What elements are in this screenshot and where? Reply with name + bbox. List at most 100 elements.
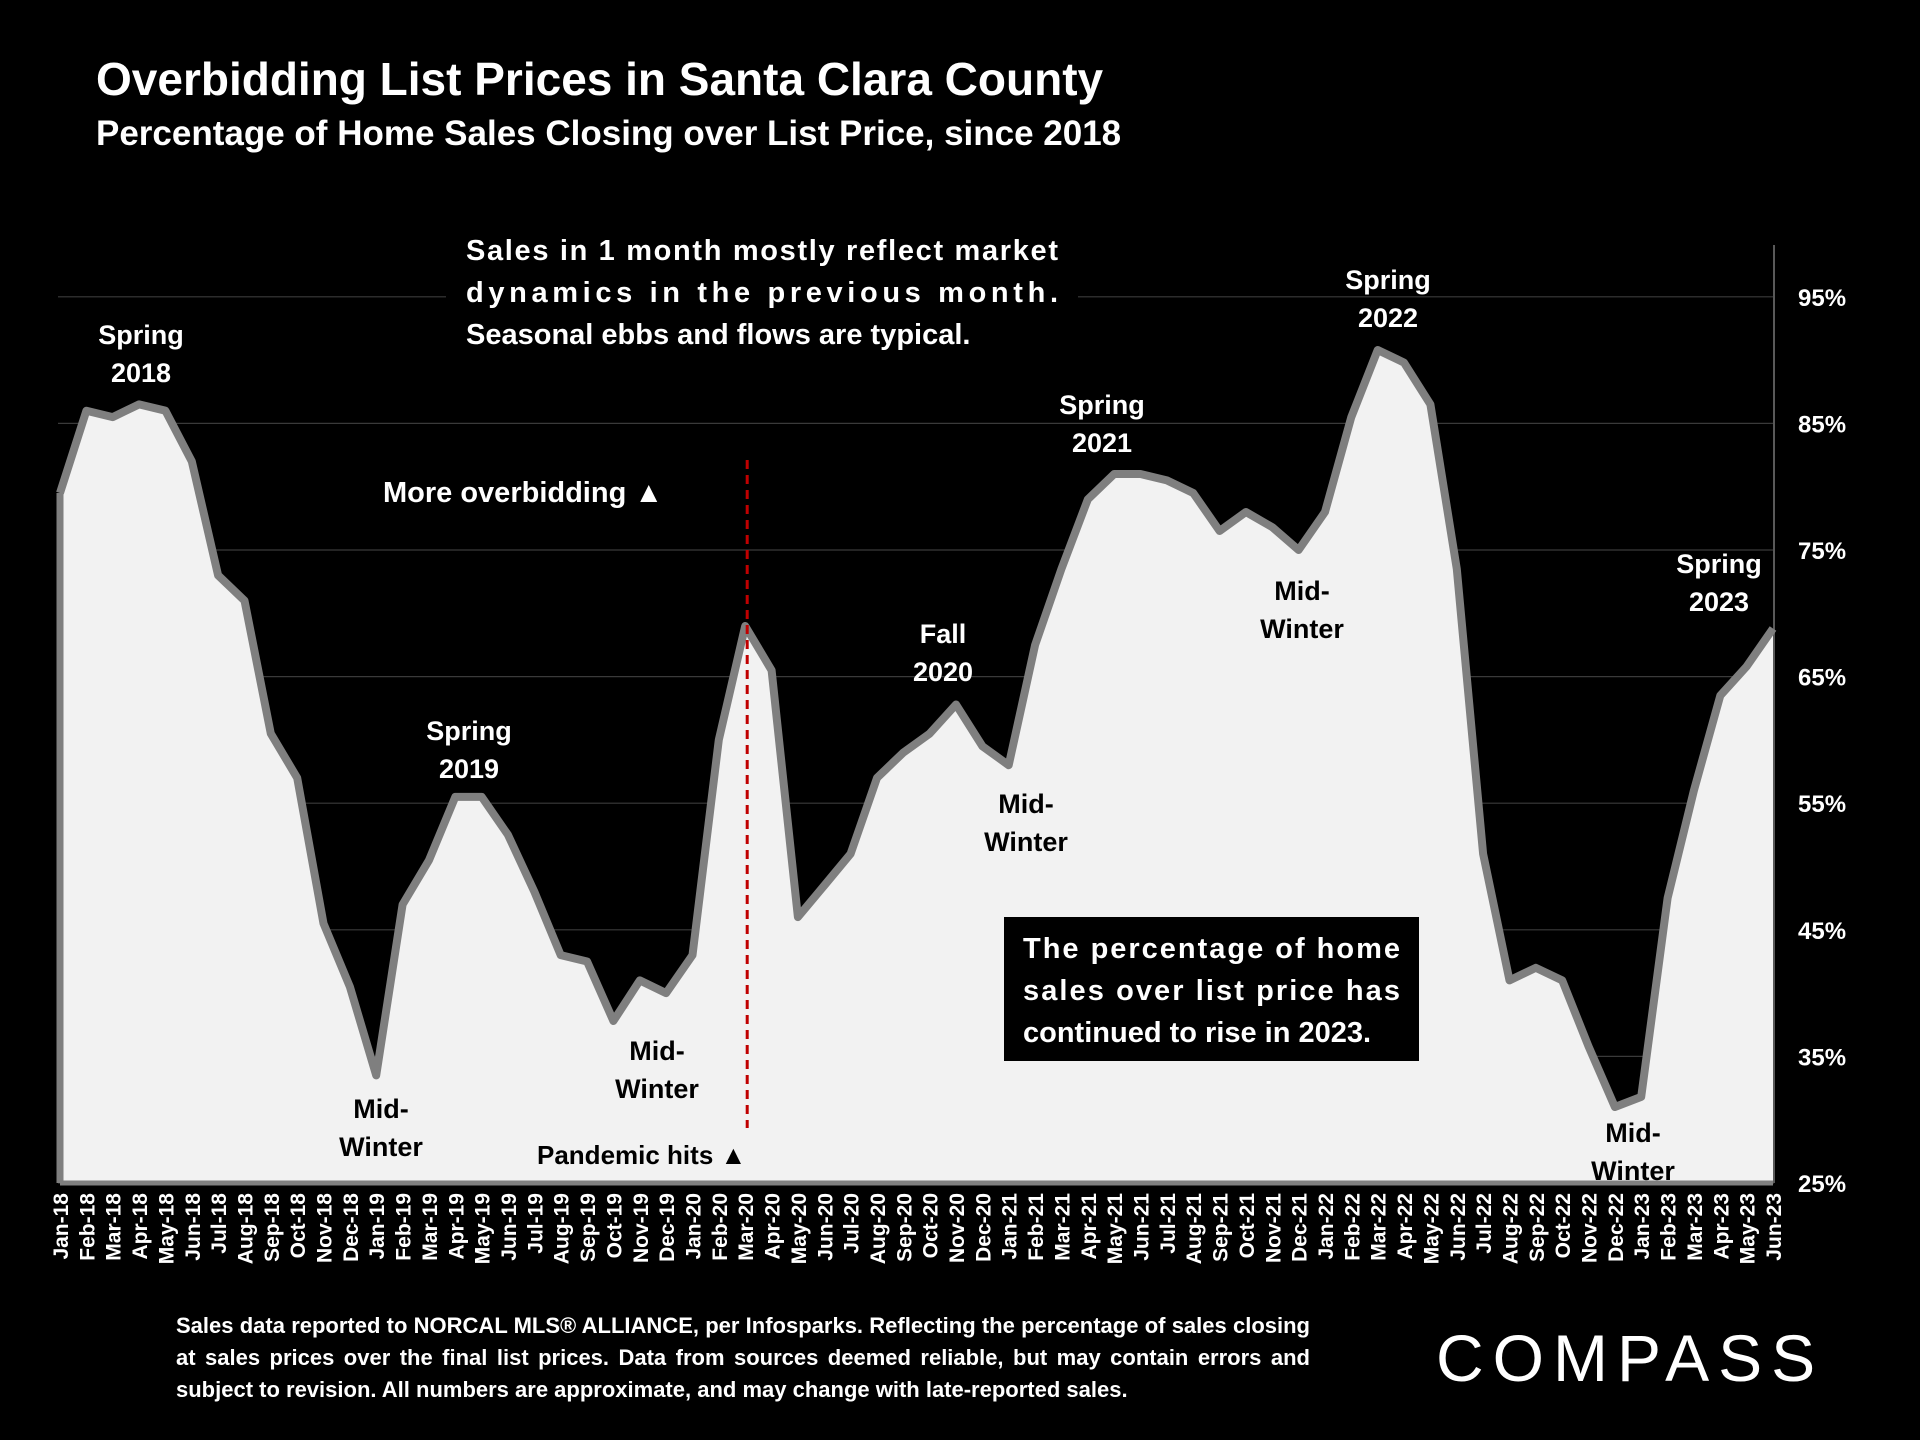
x-tick-label: Apr-22 — [1394, 1193, 1417, 1260]
annotation-line: Mid- — [353, 1094, 408, 1124]
annotation-line: Seasonal ebbs and flows are typical. — [466, 319, 970, 351]
annotation-line: 2022 — [1358, 303, 1418, 333]
x-tick-label: Mar-23 — [1684, 1193, 1707, 1261]
annotation-box — [1004, 917, 1419, 1061]
annotation-mid-winter-4: Mid- Winter — [1260, 576, 1344, 644]
x-tick-label: Feb-22 — [1341, 1193, 1364, 1261]
x-tick-label: Jan-21 — [999, 1193, 1022, 1260]
x-tick-label: Mar-22 — [1368, 1193, 1391, 1261]
y-tick-label: 45% — [1798, 918, 1846, 945]
x-tick-label: Oct-18 — [287, 1193, 310, 1259]
annotation-line: Mid- — [998, 789, 1053, 819]
annotation-mid-winter-1: Mid- Winter — [339, 1094, 423, 1162]
x-tick-label: Jan-18 — [50, 1193, 73, 1260]
annotation-spring-2023: Spring 2023 — [1676, 549, 1762, 617]
annotation-line: Mid- — [1274, 576, 1329, 606]
area-chart: 25%35%45%55%65%75%85%95%Jan-18 Feb-18 Mar-… — [50, 225, 1847, 1265]
x-tick-label: Nov-19 — [630, 1193, 653, 1263]
y-tick-label: 25% — [1798, 1171, 1846, 1198]
x-tick-label: Jun-19 — [498, 1193, 521, 1261]
x-tick-label: Nov-18 — [314, 1193, 337, 1263]
annotation-line: Fall — [920, 619, 967, 649]
x-tick-label: Aug-22 — [1499, 1193, 1522, 1264]
annotation-line: Sales in 1 month mostly reflect market — [466, 235, 1058, 267]
annotation-line: 2018 — [111, 358, 171, 388]
annotation-line: Winter — [1591, 1156, 1675, 1186]
x-tick-label: Jan-23 — [1631, 1193, 1654, 1260]
annotation-line: dynamics in the previous month. — [466, 277, 1058, 309]
x-tick-label: Jun-21 — [1131, 1193, 1154, 1261]
annotation-line: More overbidding ▲ — [383, 477, 663, 509]
x-tick-label: Dec-21 — [1289, 1193, 1312, 1262]
annotation-pandemic-hits: Pandemic hits ▲ — [537, 1140, 746, 1170]
annotation-line: continued to rise in 2023. — [1023, 1017, 1371, 1049]
y-tick-label: 35% — [1798, 1044, 1846, 1071]
annotation-spring-2019: Spring 2019 — [426, 716, 512, 784]
annotation-more-overbidding: More overbidding ▲ — [383, 477, 663, 509]
x-tick-label: Feb-19 — [393, 1193, 416, 1261]
annotation-mid-winter-2: Mid- Winter — [615, 1036, 699, 1104]
annotation-line: Spring — [1676, 549, 1762, 579]
x-tick-label: Jan-19 — [366, 1193, 389, 1260]
x-tick-label: Oct-20 — [920, 1193, 943, 1258]
x-tick-label: Jul-19 — [524, 1193, 547, 1254]
x-tick-label: Aug-18 — [234, 1193, 257, 1264]
x-tick-label: Sep-20 — [893, 1193, 916, 1262]
x-tick-label: Jul-21 — [1157, 1193, 1180, 1254]
x-tick-label: Jun-18 — [182, 1193, 205, 1261]
annotation-box — [446, 225, 1078, 355]
annotation-line: Mid- — [1605, 1118, 1660, 1148]
annotation-line: 2023 — [1689, 587, 1749, 617]
annotation-line: The percentage of home — [1023, 933, 1400, 965]
x-tick-label: Nov-20 — [946, 1193, 969, 1263]
x-tick-label: Feb-20 — [709, 1193, 732, 1261]
x-tick-label: Oct-19 — [603, 1193, 626, 1258]
annotation-line: Winter — [615, 1074, 699, 1104]
x-tick-label: Nov-22 — [1579, 1193, 1602, 1263]
series-line — [56, 346, 1777, 1111]
x-tick-label: Nov-21 — [1262, 1193, 1285, 1263]
annotation-mid-winter-3: Mid- Winter — [984, 789, 1068, 857]
annotation-line: 2021 — [1072, 428, 1132, 458]
x-tick-label: Jul-20 — [841, 1193, 864, 1254]
x-tick-label: May-18 — [155, 1193, 178, 1265]
annotation-fall-2020: Fall 2020 — [913, 619, 973, 687]
annotation-spring-2021: Spring 2021 — [1059, 390, 1145, 458]
y-tick-label: 75% — [1798, 538, 1846, 565]
y-tick-label: 55% — [1798, 791, 1846, 818]
x-tick-label: Apr-19 — [445, 1193, 468, 1260]
annotation-mid-winter-5: Mid- Winter — [1591, 1118, 1675, 1186]
x-tick-label: Aug-20 — [867, 1193, 890, 1264]
x-tick-label: Feb-23 — [1658, 1193, 1681, 1261]
x-tick-label: May-22 — [1420, 1193, 1443, 1264]
x-tick-label: Oct-21 — [1236, 1193, 1259, 1259]
x-tick-label: Aug-19 — [551, 1193, 574, 1264]
chart-subtitle: Percentage of Home Sales Closing over Li… — [96, 114, 1122, 153]
x-tick-label: May-21 — [1104, 1193, 1127, 1265]
x-tick-label: Apr-21 — [1078, 1193, 1101, 1260]
x-tick-label: Dec-18 — [340, 1193, 363, 1262]
annotation-line: Winter — [1260, 614, 1344, 644]
footnote: Sales data reported to NORCAL MLS® ALLIA… — [176, 1313, 1310, 1402]
x-tick-label: Aug-21 — [1183, 1193, 1206, 1264]
x-tick-label: Sep-22 — [1526, 1193, 1549, 1262]
x-tick-label: May-20 — [788, 1193, 811, 1264]
x-tick-label: Dec-20 — [972, 1193, 995, 1262]
x-tick-label: Dec-22 — [1605, 1193, 1628, 1262]
x-tick-label: May-19 — [472, 1193, 495, 1264]
x-tick-label: Sep-18 — [261, 1193, 284, 1262]
x-tick-label: Jun-23 — [1763, 1193, 1786, 1261]
annotation-line: 2020 — [913, 657, 973, 687]
x-tick-label: Jan-22 — [1315, 1193, 1338, 1260]
x-tick-label: Sep-19 — [577, 1193, 600, 1262]
y-tick-label: 65% — [1798, 665, 1846, 692]
annotation-seasonal-note: Sales in 1 month mostly reflect market dy… — [446, 225, 1078, 355]
x-tick-label: Feb-18 — [76, 1193, 99, 1261]
x-tick-label: Apr-23 — [1710, 1193, 1733, 1260]
annotation-line: Spring — [98, 320, 184, 350]
y-tick-label: 85% — [1798, 411, 1846, 438]
x-tick-label: Feb-21 — [1025, 1193, 1048, 1261]
x-tick-label: Mar-18 — [103, 1193, 126, 1261]
annotation-line: Spring — [426, 716, 512, 746]
annotation-rise-2023-note: The percentage of home sales over list pr… — [1004, 917, 1419, 1061]
